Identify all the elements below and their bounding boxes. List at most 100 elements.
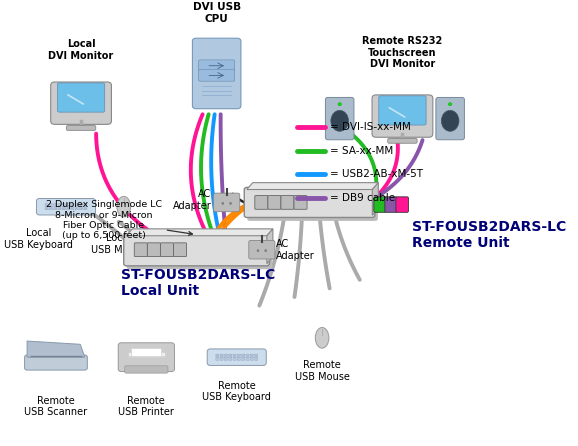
FancyBboxPatch shape bbox=[249, 240, 275, 259]
Text: Local
USB Mouse: Local USB Mouse bbox=[91, 233, 146, 255]
FancyBboxPatch shape bbox=[54, 204, 57, 205]
FancyBboxPatch shape bbox=[281, 195, 294, 209]
FancyBboxPatch shape bbox=[268, 195, 281, 209]
FancyBboxPatch shape bbox=[79, 208, 83, 210]
FancyBboxPatch shape bbox=[58, 204, 61, 205]
Text: 2 Duplex Singlemode LC
8-Micron or 9-Micron
Fiber Optic Cable
(up to 6,500 feet): 2 Duplex Singlemode LC 8-Micron or 9-Mic… bbox=[46, 200, 192, 240]
FancyBboxPatch shape bbox=[246, 359, 249, 360]
Text: Local
USB Keyboard: Local USB Keyboard bbox=[4, 228, 73, 250]
FancyBboxPatch shape bbox=[62, 204, 65, 205]
FancyBboxPatch shape bbox=[199, 70, 235, 81]
FancyBboxPatch shape bbox=[233, 354, 236, 355]
FancyBboxPatch shape bbox=[66, 125, 96, 130]
FancyBboxPatch shape bbox=[250, 359, 253, 360]
FancyBboxPatch shape bbox=[66, 206, 70, 207]
FancyBboxPatch shape bbox=[66, 204, 70, 205]
FancyBboxPatch shape bbox=[233, 356, 236, 358]
FancyBboxPatch shape bbox=[49, 206, 53, 207]
Polygon shape bbox=[247, 183, 379, 190]
FancyBboxPatch shape bbox=[124, 234, 269, 266]
FancyBboxPatch shape bbox=[161, 243, 173, 256]
Ellipse shape bbox=[229, 202, 232, 204]
FancyBboxPatch shape bbox=[242, 354, 245, 355]
FancyBboxPatch shape bbox=[125, 366, 168, 373]
Ellipse shape bbox=[316, 327, 329, 348]
Ellipse shape bbox=[265, 250, 266, 252]
FancyBboxPatch shape bbox=[75, 208, 79, 210]
FancyBboxPatch shape bbox=[229, 354, 232, 355]
FancyBboxPatch shape bbox=[207, 349, 266, 365]
Text: Remote RS232
Touchscreen
DVI Monitor: Remote RS232 Touchscreen DVI Monitor bbox=[362, 36, 443, 69]
FancyBboxPatch shape bbox=[233, 359, 236, 360]
FancyBboxPatch shape bbox=[379, 96, 426, 125]
FancyBboxPatch shape bbox=[388, 138, 417, 143]
FancyBboxPatch shape bbox=[216, 354, 219, 355]
FancyBboxPatch shape bbox=[131, 348, 161, 356]
Ellipse shape bbox=[449, 103, 452, 106]
FancyBboxPatch shape bbox=[75, 206, 79, 207]
FancyBboxPatch shape bbox=[147, 243, 161, 256]
FancyBboxPatch shape bbox=[84, 208, 87, 210]
FancyBboxPatch shape bbox=[246, 354, 249, 355]
FancyBboxPatch shape bbox=[224, 356, 228, 358]
Text: Remote
USB Printer: Remote USB Printer bbox=[118, 396, 175, 417]
FancyBboxPatch shape bbox=[71, 208, 74, 210]
FancyBboxPatch shape bbox=[224, 359, 228, 360]
FancyBboxPatch shape bbox=[45, 206, 49, 207]
FancyBboxPatch shape bbox=[25, 355, 87, 370]
FancyBboxPatch shape bbox=[199, 60, 235, 71]
Polygon shape bbox=[372, 183, 379, 215]
FancyBboxPatch shape bbox=[62, 208, 65, 210]
FancyBboxPatch shape bbox=[54, 208, 57, 210]
FancyBboxPatch shape bbox=[79, 206, 83, 207]
Ellipse shape bbox=[442, 110, 459, 131]
FancyBboxPatch shape bbox=[51, 82, 112, 124]
Text: Remote
USB Mouse: Remote USB Mouse bbox=[295, 360, 350, 382]
FancyBboxPatch shape bbox=[134, 243, 147, 256]
Text: Local
DVI Monitor: Local DVI Monitor bbox=[49, 39, 114, 61]
FancyBboxPatch shape bbox=[325, 97, 354, 140]
FancyBboxPatch shape bbox=[54, 206, 57, 207]
FancyBboxPatch shape bbox=[66, 208, 70, 210]
FancyBboxPatch shape bbox=[229, 359, 232, 360]
FancyBboxPatch shape bbox=[385, 197, 398, 212]
FancyBboxPatch shape bbox=[246, 356, 249, 358]
Ellipse shape bbox=[222, 202, 224, 204]
FancyBboxPatch shape bbox=[242, 356, 245, 358]
FancyBboxPatch shape bbox=[229, 356, 232, 358]
FancyBboxPatch shape bbox=[250, 354, 253, 355]
FancyBboxPatch shape bbox=[220, 354, 223, 355]
Text: DVI USB
CPU: DVI USB CPU bbox=[192, 2, 240, 24]
Ellipse shape bbox=[338, 103, 342, 106]
Text: = SA-xx-MM: = SA-xx-MM bbox=[329, 146, 393, 156]
Text: AC
Adapter: AC Adapter bbox=[173, 190, 212, 211]
FancyBboxPatch shape bbox=[242, 359, 245, 360]
FancyBboxPatch shape bbox=[118, 343, 175, 372]
FancyBboxPatch shape bbox=[216, 356, 219, 358]
FancyBboxPatch shape bbox=[372, 95, 433, 137]
FancyBboxPatch shape bbox=[396, 197, 409, 212]
Polygon shape bbox=[27, 341, 85, 357]
FancyBboxPatch shape bbox=[220, 359, 223, 360]
FancyBboxPatch shape bbox=[255, 195, 268, 209]
FancyBboxPatch shape bbox=[62, 206, 65, 207]
FancyBboxPatch shape bbox=[71, 204, 74, 205]
FancyBboxPatch shape bbox=[36, 198, 95, 215]
FancyBboxPatch shape bbox=[436, 97, 464, 140]
FancyBboxPatch shape bbox=[254, 354, 258, 355]
FancyBboxPatch shape bbox=[173, 243, 187, 256]
Ellipse shape bbox=[117, 196, 131, 217]
FancyBboxPatch shape bbox=[75, 204, 79, 205]
FancyBboxPatch shape bbox=[45, 208, 49, 210]
Text: ST-FOUSB2DARS-LC
Remote Unit: ST-FOUSB2DARS-LC Remote Unit bbox=[413, 219, 567, 250]
FancyBboxPatch shape bbox=[244, 187, 375, 218]
FancyBboxPatch shape bbox=[58, 206, 61, 207]
FancyBboxPatch shape bbox=[294, 195, 307, 209]
FancyBboxPatch shape bbox=[220, 356, 223, 358]
FancyBboxPatch shape bbox=[254, 356, 258, 358]
Text: = USB2-AB-xM-5T: = USB2-AB-xM-5T bbox=[329, 169, 423, 179]
FancyBboxPatch shape bbox=[237, 359, 240, 360]
FancyBboxPatch shape bbox=[58, 208, 61, 210]
Polygon shape bbox=[126, 229, 273, 236]
FancyBboxPatch shape bbox=[45, 204, 49, 205]
